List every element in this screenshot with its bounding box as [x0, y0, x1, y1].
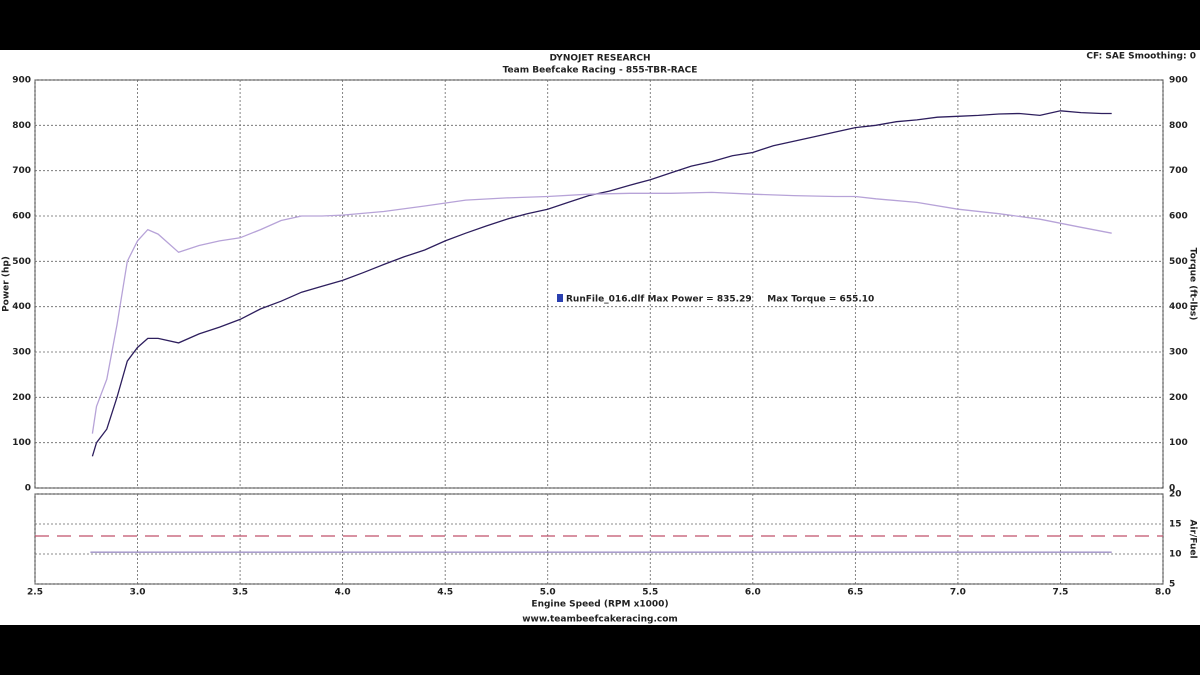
chart-title: DYNOJET RESEARCH	[549, 54, 650, 64]
x-tick-label: 2.5	[27, 588, 43, 598]
y-tick-label: 300	[12, 348, 31, 358]
y-tick-label: 800	[12, 121, 31, 131]
y-tick-label: 0	[25, 484, 31, 494]
y2-tick-label: 400	[1169, 302, 1188, 312]
x-tick-label: 7.5	[1052, 588, 1068, 598]
y2-tick-label: 800	[1169, 121, 1188, 131]
y2-tick-label: 5	[1169, 580, 1175, 590]
annotation: RunFile_016.dlf Max Power = 835.29 Max T…	[566, 295, 874, 305]
y-tick-label: 400	[12, 302, 31, 312]
y2-axis-label: Torque (ft-lbs)	[1188, 248, 1198, 321]
series-line	[91, 110, 1112, 457]
x-tick-label: 5.5	[642, 588, 658, 598]
y-tick-label: 100	[12, 438, 31, 448]
y2-tick-label: 0	[1169, 484, 1175, 494]
x-tick-label: 6.5	[847, 588, 863, 598]
y2-tick-label: 100	[1169, 438, 1188, 448]
y2-tick-label: 20	[1169, 490, 1182, 500]
y2-tick-label: 10	[1169, 550, 1182, 560]
y2-tick-label: 300	[1169, 348, 1188, 358]
x-tick-label: 3.0	[130, 588, 146, 598]
y2-tick-label: 200	[1169, 393, 1188, 403]
y2-tick-label: 15	[1169, 520, 1182, 530]
x-tick-label: 4.0	[335, 588, 351, 598]
x-tick-label: 3.5	[232, 588, 248, 598]
x-tick-label: 8.0	[1155, 588, 1171, 598]
annotation-icon	[557, 294, 563, 302]
y-axis-label: Power (hp)	[2, 256, 12, 312]
chart-subtitle: Team Beefcake Racing - 855-TBR-RACE	[503, 66, 698, 76]
series-line	[91, 191, 1112, 434]
y2-tick-label: 500	[1169, 257, 1188, 267]
y2-tick-label: 900	[1169, 76, 1188, 86]
y-tick-label: 500	[12, 257, 31, 267]
y-tick-label: 900	[12, 76, 31, 86]
y2-tick-label: 600	[1169, 212, 1188, 222]
x-axis-label: Engine Speed (RPM x1000)	[531, 600, 668, 610]
settings: CF: SAE Smoothing: 0	[1086, 52, 1196, 62]
x-tick-label: 6.0	[745, 588, 761, 598]
x-tick-label: 7.0	[950, 588, 966, 598]
background	[0, 50, 1200, 625]
x-tick-label: 4.5	[437, 588, 453, 598]
x-tick-label: 5.0	[540, 588, 556, 598]
y2-tick-label: 700	[1169, 166, 1188, 176]
y-tick-label: 200	[12, 393, 31, 403]
footer: www.teambeefcakeracing.com	[522, 615, 678, 625]
y-tick-label: 700	[12, 166, 31, 176]
afr-axis-label: Air/Fuel	[1188, 519, 1198, 558]
y-tick-label: 600	[12, 212, 31, 222]
